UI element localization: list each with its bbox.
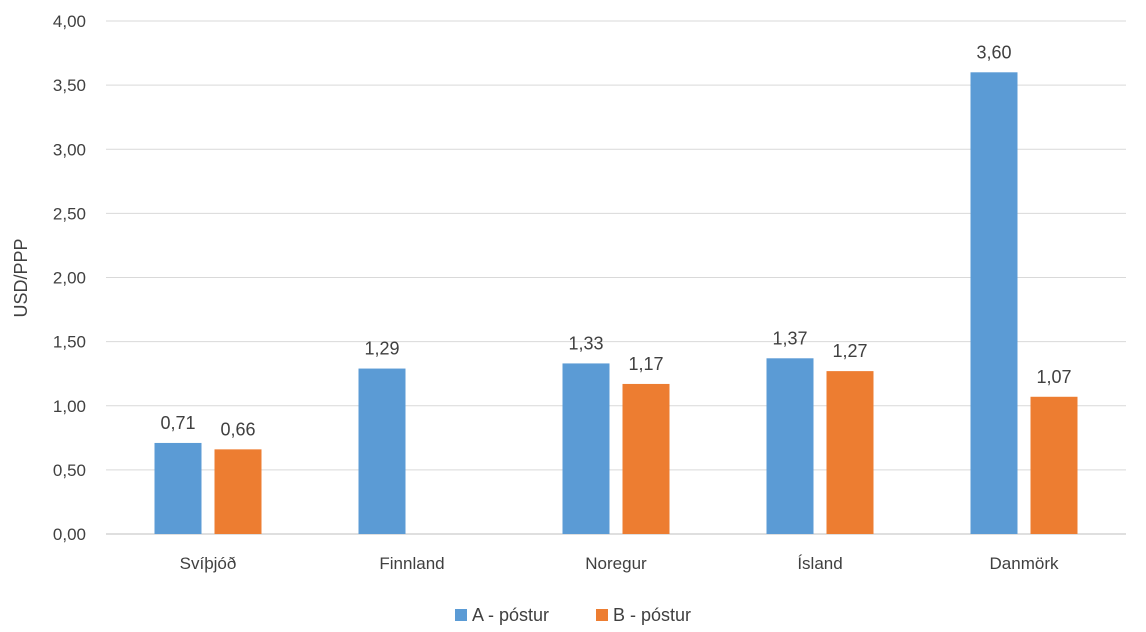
category-label: Noregur (585, 554, 647, 573)
data-label: 1,17 (628, 354, 663, 374)
y-tick-label: 2,50 (53, 204, 86, 223)
data-label: 1,27 (832, 341, 867, 361)
y-tick-label: 3,50 (53, 76, 86, 95)
data-label: 3,60 (976, 42, 1011, 62)
data-label: 1,29 (364, 339, 399, 359)
category-label: Svíþjóð (180, 554, 237, 573)
y-tick-label: 0,50 (53, 461, 86, 480)
bar-series-0-finnland (358, 368, 406, 534)
bar-series-1-noregur (622, 383, 670, 534)
y-axis-tick-labels: 0,00 0,50 1,00 1,50 2,00 2,50 3,00 3,50 4,00 (53, 12, 86, 544)
data-label: 1,07 (1036, 367, 1071, 387)
bar-series-0-noregur (562, 363, 610, 534)
category-label: Danmörk (990, 554, 1059, 573)
legend: A - póstur B - póstur (455, 605, 691, 625)
data-label: 1,33 (568, 333, 603, 353)
y-tick-label: 3,00 (53, 140, 86, 159)
bar-series-1-svíþjóð (214, 449, 262, 534)
y-axis-title: USD/PPP (11, 238, 31, 317)
legend-label: B - póstur (613, 605, 691, 625)
y-tick-label: 1,00 (53, 397, 86, 416)
legend-swatch (596, 609, 608, 621)
category-label: Ísland (797, 554, 842, 573)
data-label: 1,37 (772, 328, 807, 348)
bar-series-0-ísland (766, 358, 814, 534)
y-tick-label: 0,00 (53, 525, 86, 544)
legend-label: A - póstur (472, 605, 549, 625)
bars (154, 72, 1078, 535)
legend-swatch (455, 609, 467, 621)
gridlines (106, 20, 1126, 535)
y-tick-label: 1,50 (53, 333, 86, 352)
data-labels: 0,71 0,66 1,29 1,33 1,17 1,37 1,27 3,60 1,07 (160, 42, 1071, 439)
bar-series-1-ísland (826, 371, 874, 534)
data-label: 0,71 (160, 413, 195, 433)
y-tick-label: 4,00 (53, 12, 86, 31)
x-axis-category-labels: Svíþjóð Finnland Noregur Ísland Danmörk (180, 554, 1059, 573)
bar-series-0-danmörk (970, 72, 1018, 535)
bar-series-1-danmörk (1030, 396, 1078, 534)
bar-series-0-svíþjóð (154, 442, 202, 534)
data-label: 0,66 (220, 419, 255, 439)
category-label: Finnland (379, 554, 444, 573)
y-tick-label: 2,00 (53, 269, 86, 288)
